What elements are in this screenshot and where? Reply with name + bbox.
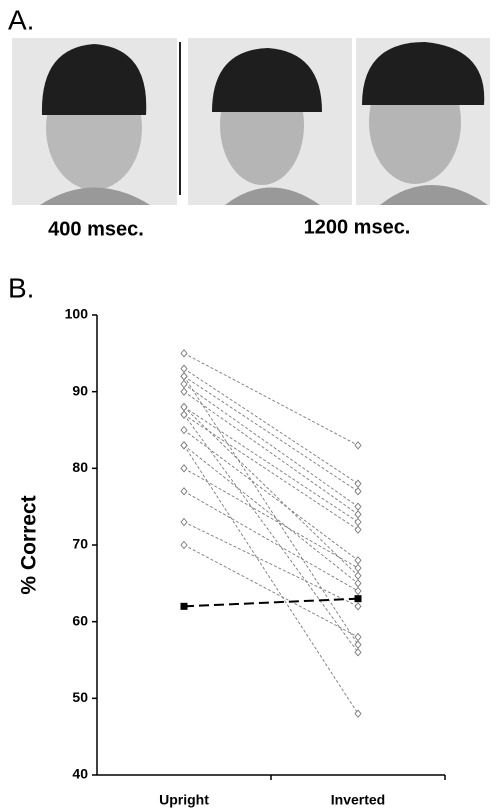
series-line [183, 544, 359, 638]
marker [180, 349, 188, 358]
series-line [183, 368, 359, 485]
marker [354, 510, 362, 519]
series-line [183, 429, 359, 561]
marker [354, 632, 362, 642]
panel-label: B. [8, 272, 34, 303]
series-line [183, 414, 359, 653]
marker [180, 410, 188, 419]
panel-label: A. [8, 4, 34, 35]
plot: 40 50 60 70 80 90 100 Upright Inverted [65, 306, 446, 808]
marker [354, 479, 362, 488]
marker [354, 586, 362, 596]
series-line [183, 383, 359, 508]
y-tick-label: 90 [72, 382, 88, 398]
marker [180, 464, 188, 473]
y-tick-label: 100 [65, 306, 89, 322]
y-tick-label: 80 [72, 459, 88, 475]
series-line [183, 376, 359, 645]
marker [354, 602, 362, 611]
marker [354, 648, 362, 657]
marker [354, 571, 362, 580]
series-line [183, 406, 359, 523]
marker [354, 487, 362, 496]
series-line [183, 375, 359, 492]
marker [354, 563, 362, 573]
x-tick-label: Inverted [331, 792, 385, 808]
photo [188, 38, 352, 205]
series-line [183, 352, 359, 446]
marker [180, 602, 188, 610]
marker [180, 379, 188, 389]
marker [354, 517, 362, 527]
series-line [183, 490, 359, 592]
marker [180, 517, 188, 527]
series-line [183, 444, 359, 584]
marker [354, 556, 362, 565]
series-line [183, 445, 359, 714]
series-line [183, 391, 359, 515]
marker [180, 372, 188, 381]
y-tick-label: 70 [72, 536, 88, 552]
y-axis-title: % Correct [18, 495, 41, 594]
marker [354, 709, 362, 718]
series-line [183, 406, 359, 576]
series-line [183, 467, 359, 569]
x-tick-label: Upright [159, 792, 209, 808]
y-tick-label: 60 [72, 612, 88, 628]
marker [354, 441, 362, 450]
marker [354, 502, 362, 511]
caption: 1200 msec. [304, 216, 411, 238]
marker [180, 364, 188, 373]
marker [354, 579, 362, 588]
marker [180, 540, 188, 550]
photo [12, 38, 177, 205]
marker [354, 525, 362, 534]
marker [180, 425, 188, 435]
marker [180, 402, 188, 412]
marker [180, 441, 188, 450]
marker [354, 595, 362, 603]
caption: 400 msec. [48, 218, 144, 240]
photo [356, 38, 490, 205]
y-tick-label: 50 [72, 689, 88, 705]
y-tick-label: 40 [72, 766, 88, 782]
marker [180, 487, 188, 496]
series-line [183, 521, 359, 607]
marker [180, 387, 188, 396]
